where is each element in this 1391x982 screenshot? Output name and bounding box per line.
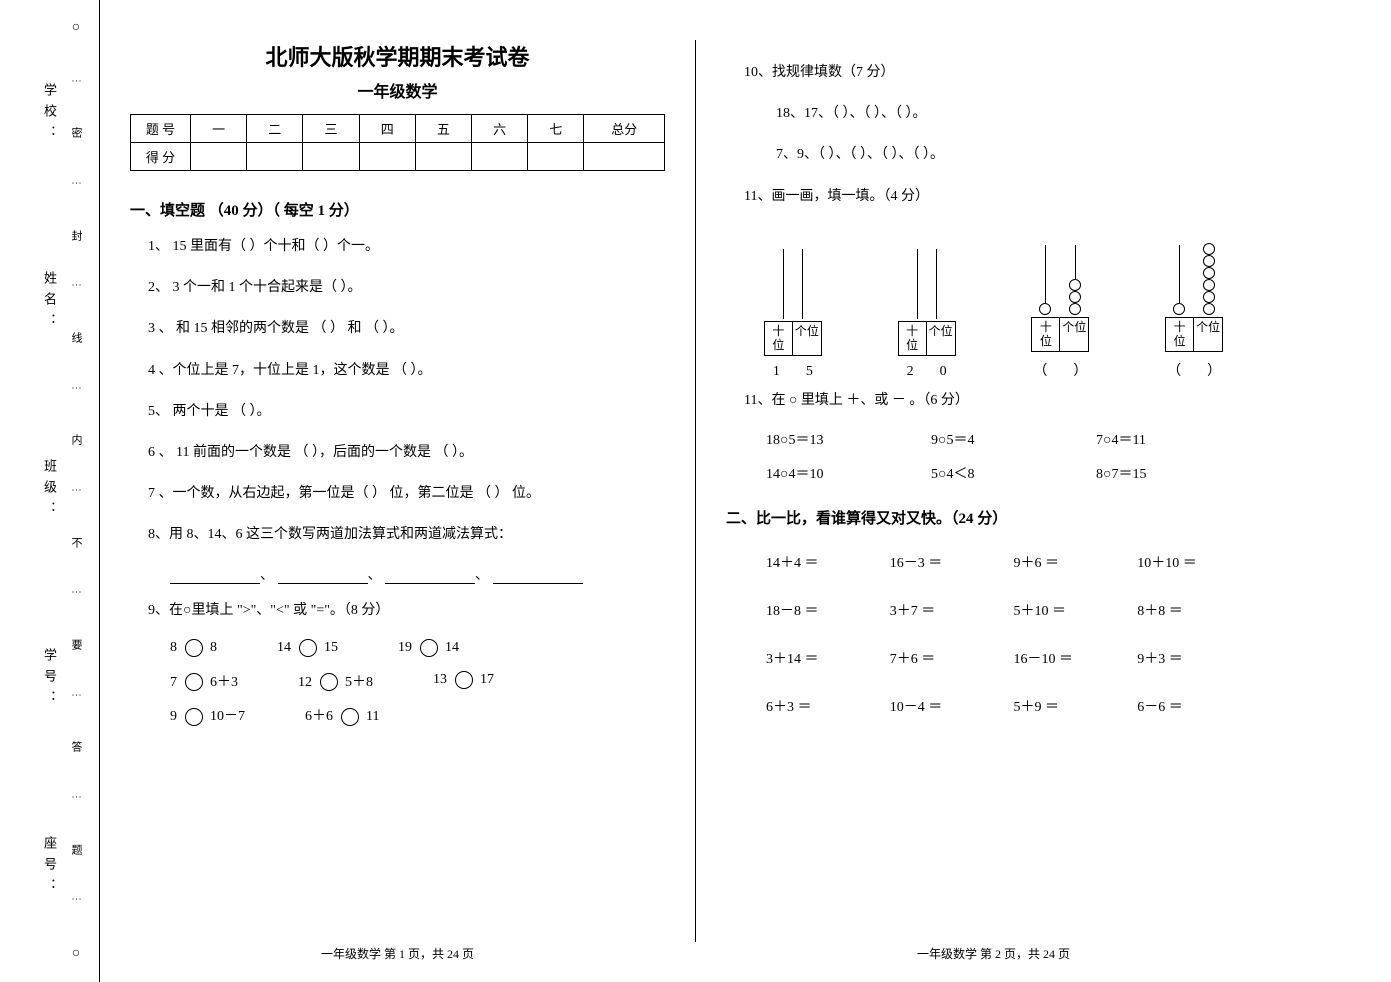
q10a: 18、17、（ ）、（ ）、（ ）。 bbox=[726, 101, 1261, 126]
page-1: 北师大版秋学期期末考试卷 一年级数学 题 号 一 二 三 四 五 六 七 总分 … bbox=[100, 0, 695, 982]
binding-margin: 学校： 姓名： 班级： 学号： 座号： ○ ⋮ 密 ⋮ 封 ⋮ 线 ⋮ 内 ⋮ … bbox=[0, 0, 100, 982]
calc-item: 8＋8 ＝ bbox=[1137, 600, 1261, 620]
place-value-item: 十位个位 （） bbox=[1165, 235, 1223, 380]
q3: 3 、 和 15 相邻的两个数是 （ ） 和 （ ）。 bbox=[130, 316, 665, 341]
bead-icon bbox=[1039, 303, 1051, 315]
label-name: 姓名： bbox=[40, 271, 59, 334]
page-2: 10、找规律填数（7 分） 18、17、（ ）、（ ）、（ ）。 7、9、（ ）… bbox=[696, 0, 1291, 982]
place-value-number: （） bbox=[1033, 360, 1087, 380]
circle-blank bbox=[299, 639, 317, 657]
abacus-beads bbox=[1039, 235, 1081, 315]
q7: 7 、一个数，从右边起，第一位是（ ） 位，第二位是 （ ） 位。 bbox=[130, 481, 665, 506]
q10b: 7、9、（ ）、（ ）、（ ）、（ ）。 bbox=[726, 142, 1261, 167]
calc-item: 10－4 ＝ bbox=[890, 696, 1014, 716]
seal-line: ○ ⋮ 密 ⋮ 封 ⋮ 线 ⋮ 内 ⋮ 不 ⋮ 要 ⋮ 答 ⋮ 题 ⋮ ○ bbox=[68, 0, 84, 982]
bead-icon bbox=[1069, 279, 1081, 291]
bead-icon bbox=[1069, 291, 1081, 303]
bead-icon bbox=[1203, 243, 1215, 255]
q2: 2、 3 个一和 1 个十合起来是（ ）。 bbox=[130, 275, 665, 300]
calc-item: 16－3 ＝ bbox=[890, 552, 1014, 572]
q5: 5、 两个十是 （ ）。 bbox=[130, 399, 665, 424]
calc-item: 5＋10 ＝ bbox=[1014, 600, 1138, 620]
calc-grid: 14＋4 ＝16－3 ＝9＋6 ＝10＋10 ＝ 18－8 ＝3＋7 ＝5＋10 … bbox=[726, 552, 1261, 716]
circle-icon: ○ bbox=[72, 20, 80, 36]
circle-blank bbox=[420, 639, 438, 657]
circle-blank bbox=[320, 673, 338, 691]
bead-icon bbox=[1203, 291, 1215, 303]
place-value-number: 20 bbox=[907, 364, 947, 380]
q11-head: 11、画一画，填一填。（4 分） bbox=[726, 184, 1261, 209]
q4: 4 、个位上是 7，十位上是 1，这个数是 （ ）。 bbox=[130, 358, 665, 383]
page-1-footer: 一年级数学 第 1 页，共 24 页 bbox=[130, 925, 665, 962]
circle-blank bbox=[341, 708, 359, 726]
calc-item: 14＋4 ＝ bbox=[766, 552, 890, 572]
place-value-box: 十位个位 bbox=[1031, 317, 1089, 352]
calc-item: 5＋9 ＝ bbox=[1014, 696, 1138, 716]
section-2-head: 二、比一比，看谁算得又对又快。（24 分） bbox=[726, 507, 1261, 528]
bead-icon bbox=[1203, 255, 1215, 267]
calc-item: 18－8 ＝ bbox=[766, 600, 890, 620]
q8-blanks: 、 、 、 bbox=[130, 564, 665, 584]
q9-row: 7 6＋3 12 5＋8 13 17 bbox=[130, 671, 665, 692]
abacus-beads bbox=[917, 239, 937, 319]
calc-item: 6－6 ＝ bbox=[1137, 696, 1261, 716]
section-1-head: 一、填空题 （40 分）（ 每空 1 分） bbox=[130, 199, 665, 220]
place-value-box: 十位个位 bbox=[764, 321, 822, 356]
circle-icon: ○ bbox=[72, 946, 80, 962]
abacus-beads bbox=[1173, 235, 1215, 315]
q9-head: 9、在○里填上 ">"、"<" 或 "="。（8 分） bbox=[130, 598, 665, 623]
calc-item: 16－10 ＝ bbox=[1014, 648, 1138, 668]
place-value-number: 15 bbox=[773, 364, 813, 380]
table-row: 题 号 一 二 三 四 五 六 七 总分 bbox=[131, 115, 665, 143]
q6: 6 、 11 前面的一个数是 （ ），后面的一个数是 （ ）。 bbox=[130, 440, 665, 465]
calc-item: 7＋6 ＝ bbox=[890, 648, 1014, 668]
q8: 8、用 8、14、6 这三个数写两道加法算式和两道减法算式： bbox=[130, 522, 665, 547]
q11b-head: 11、在 ○ 里填上 ＋、或 － 。（6 分） bbox=[726, 388, 1261, 413]
calc-item: 3＋14 ＝ bbox=[766, 648, 890, 668]
calc-item: 6＋3 ＝ bbox=[766, 696, 890, 716]
circle-blank bbox=[185, 708, 203, 726]
place-value-diagrams: 十位个位 15 十位个位 20 十位个位 （） 十位个位 （） bbox=[726, 235, 1261, 380]
place-value-box: 十位个位 bbox=[898, 321, 956, 356]
table-row: 得 分 bbox=[131, 143, 665, 171]
place-value-item: 十位个位 20 bbox=[898, 239, 956, 380]
score-table: 题 号 一 二 三 四 五 六 七 总分 得 分 bbox=[130, 114, 665, 171]
circle-blank bbox=[185, 639, 203, 657]
circle-blank bbox=[185, 673, 203, 691]
place-value-item: 十位个位 15 bbox=[764, 239, 822, 380]
label-studentno: 学号： bbox=[40, 648, 59, 711]
bead-icon bbox=[1203, 267, 1215, 279]
q1: 1、 15 里面有（ ）个十和（ ）个一。 bbox=[130, 234, 665, 259]
bead-icon bbox=[1203, 303, 1215, 315]
calc-item: 9＋3 ＝ bbox=[1137, 648, 1261, 668]
calc-item: 3＋7 ＝ bbox=[890, 600, 1014, 620]
calc-item: 10＋10 ＝ bbox=[1137, 552, 1261, 572]
calc-item: 9＋6 ＝ bbox=[1014, 552, 1138, 572]
abacus-beads bbox=[783, 239, 803, 319]
bead-icon bbox=[1069, 303, 1081, 315]
q10-head: 10、找规律填数（7 分） bbox=[726, 60, 1261, 85]
place-value-item: 十位个位 （） bbox=[1031, 235, 1089, 380]
bead-icon bbox=[1203, 279, 1215, 291]
q11b-row: 14○4＝10 5○4＜8 8○7＝15 bbox=[726, 463, 1261, 483]
label-school: 学校： bbox=[40, 83, 59, 146]
circle-blank bbox=[455, 671, 473, 689]
label-class: 班级： bbox=[40, 459, 59, 522]
q11b-row: 18○5＝13 9○5＝4 7○4＝11 bbox=[726, 429, 1261, 449]
exam-title: 北师大版秋学期期末考试卷 bbox=[130, 40, 665, 72]
q9-row: 9 10－7 6＋6 11 bbox=[130, 705, 665, 726]
q9-row: 8 8 14 15 19 14 bbox=[130, 639, 665, 657]
place-value-box: 十位个位 bbox=[1165, 317, 1223, 352]
bead-icon bbox=[1173, 303, 1185, 315]
page-2-footer: 一年级数学 第 2 页，共 24 页 bbox=[726, 925, 1261, 962]
exam-subtitle: 一年级数学 bbox=[130, 78, 665, 102]
label-seatno: 座号： bbox=[40, 836, 59, 899]
place-value-number: （） bbox=[1167, 360, 1221, 380]
